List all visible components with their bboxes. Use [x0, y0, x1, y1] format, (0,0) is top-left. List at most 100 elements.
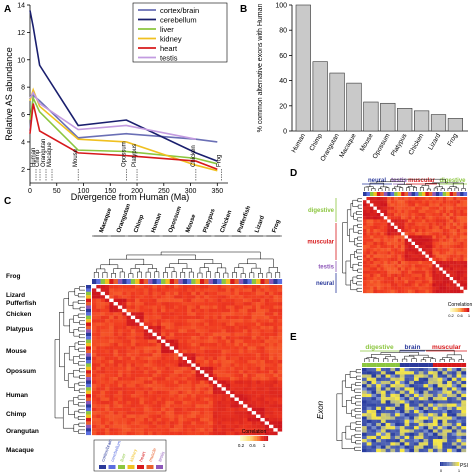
panel-e-cell: [404, 422, 410, 427]
panel-c-cell: [152, 407, 157, 412]
panel-c-tissue-legend-swatch: [127, 465, 135, 469]
panel-c-cell: [135, 377, 140, 381]
panel-c-cell: [221, 390, 227, 395]
panel-e-cell: [376, 403, 382, 407]
panel-c-cell: [204, 329, 209, 333]
panel-c-cell: [152, 322, 157, 327]
panel-c-cell: [230, 319, 235, 323]
panel-c-cell: [130, 305, 136, 310]
panel-c-cell: [104, 366, 110, 371]
panel-e-cell: [409, 397, 415, 401]
panel-e-cell: [404, 435, 410, 440]
panel-d-cell: [411, 286, 416, 290]
panel-e-cell: [366, 377, 372, 382]
panel-d-colorbar-segment: [466, 308, 469, 312]
panel-d-cell: [363, 232, 367, 236]
dendrogram-branch: [383, 358, 389, 362]
panel-e-cell: [362, 384, 367, 388]
panel-d-cell: [401, 219, 405, 223]
panel-c-colorbar-segment: [266, 436, 269, 441]
panel-c-cell: [199, 404, 205, 408]
panel-d-cell: [397, 232, 402, 236]
panel-c-cell: [195, 319, 201, 323]
panel-e-colorbar-segment: [444, 462, 447, 466]
panel-c-cell: [247, 417, 252, 422]
panel-c-cell: [161, 373, 166, 378]
panel-d-cell: [428, 257, 433, 262]
panel-c-cell: [104, 315, 110, 320]
panel-e-cell: [366, 422, 372, 427]
panel-e-cell: [362, 371, 367, 375]
panel-d-cell: [369, 273, 374, 278]
panel-d-cell: [425, 238, 430, 242]
panel-c-cell: [139, 322, 144, 327]
panel-c-cell: [182, 417, 188, 422]
panel-e-cell: [362, 377, 367, 382]
panel-d-cell: [383, 261, 388, 265]
panel-c-cell: [117, 315, 123, 320]
panel-c-cell: [92, 291, 97, 296]
panel-d-cell: [460, 200, 464, 204]
panel-d-cell: [460, 257, 464, 262]
panel-c-cell: [152, 370, 157, 374]
panel-c-cell: [148, 346, 153, 350]
panel-c-cell: [264, 370, 270, 374]
panel-c-cell: [161, 346, 166, 350]
panel-c-left-tissue-swatch: [86, 285, 91, 289]
panel-e-cell: [366, 429, 372, 433]
panel-c-cell: [238, 370, 244, 374]
panel-c-cell: [130, 346, 136, 350]
dendrogram-branch: [78, 347, 85, 352]
panel-c-row-label: Platypus: [6, 326, 33, 333]
panel-d-cell: [394, 209, 398, 214]
panel-d-cell: [425, 203, 430, 207]
panel-c-cell: [156, 336, 162, 340]
panel-d-cell: [373, 273, 378, 278]
panel-d-cell: [453, 286, 457, 290]
panel-d-cell: [373, 213, 378, 217]
panel-d-cell: [456, 286, 461, 290]
panel-c-cell: [148, 295, 153, 299]
panel-e-top-tissue-swatch: [414, 363, 419, 367]
panel-d-cell: [442, 273, 447, 278]
panel-c-left-tissue-swatch: [86, 373, 91, 378]
panel-c-top-tissue-swatch: [243, 279, 248, 284]
panel-c-cell: [156, 329, 162, 333]
panel-c-cell: [230, 349, 235, 354]
panel-e-cell: [399, 448, 405, 453]
panel-c-cell: [92, 380, 97, 385]
panel-c-cell: [234, 285, 239, 289]
panel-d-cell: [456, 245, 461, 249]
panel-c-cell: [208, 353, 214, 357]
panel-e-cell: [432, 390, 438, 394]
panel-c-cell: [212, 346, 218, 350]
panel-c-cell: [156, 360, 162, 364]
panel-e-cell: [442, 410, 448, 414]
panel-c-cell: [100, 370, 106, 374]
panel-c-cell: [251, 424, 257, 429]
panel-c-cell: [165, 424, 170, 429]
dendrogram-branch: [356, 275, 362, 279]
panel-d-cell: [369, 248, 374, 252]
panel-c-cell: [243, 373, 248, 378]
panel-c-left-tissue-swatch: [86, 431, 91, 436]
panel-c-cell: [100, 288, 106, 292]
panel-e-cell: [376, 432, 382, 436]
panel-c-cell: [238, 322, 244, 327]
panel-d-cell: [425, 273, 430, 278]
panel-d-cell: [435, 248, 440, 252]
panel-b-category-label: Chimp: [308, 132, 324, 152]
panel-c-left-tissue-swatch: [86, 380, 91, 384]
panel-c-cell: [165, 322, 170, 327]
panel-c-cell: [251, 431, 257, 436]
panel-e-cell: [371, 387, 377, 391]
panel-c-cell: [139, 431, 144, 436]
panel-c-cell: [199, 417, 205, 422]
panel-c-cell: [135, 315, 140, 320]
panel-c-cell: [260, 332, 265, 337]
panel-c-cell: [221, 428, 227, 432]
panel-a-series-line-liver: [29, 95, 218, 165]
panel-e-cell: [362, 435, 367, 440]
panel-d-cell: [369, 286, 374, 290]
panel-c-cell: [256, 315, 261, 320]
